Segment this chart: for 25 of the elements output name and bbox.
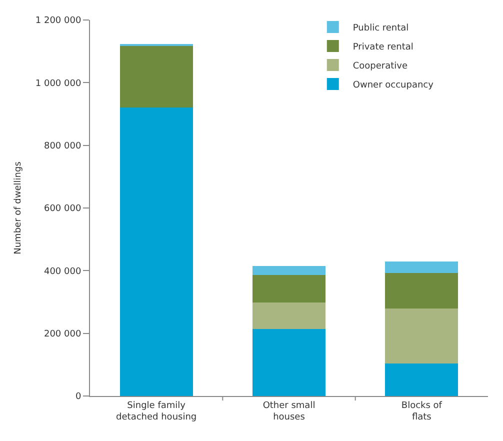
bar — [385, 261, 458, 273]
bar — [120, 46, 193, 108]
bar — [385, 272, 458, 308]
x-tick-label: Other small houses — [262, 400, 316, 422]
y-tick-label: 600 000 — [44, 204, 82, 214]
bar — [385, 363, 458, 396]
y-tick-label: 0 — [75, 392, 82, 402]
x-tick-label: Single family detached housing — [116, 400, 197, 422]
legend-label: Cooperative — [352, 61, 408, 72]
y-tick-label: 200 000 — [44, 329, 82, 340]
y-axis-title: Number of dwellings — [14, 161, 24, 254]
legend-label: Private rental — [352, 42, 414, 52]
y-tick-label: 1 200 000 — [35, 16, 82, 26]
legend-label: Public rental — [352, 23, 409, 34]
bar — [385, 308, 458, 364]
bar — [252, 266, 326, 276]
bar — [252, 328, 326, 396]
bar — [252, 302, 326, 329]
x-tick-label: Blocks of flats — [401, 400, 443, 422]
y-tick-label: 400 000 — [44, 266, 82, 277]
bar — [252, 275, 326, 303]
y-tick-label: 1 000 000 — [35, 78, 82, 89]
bar — [120, 108, 193, 396]
y-tick-label: 800 000 — [44, 141, 82, 152]
legend-label: Owner occupancy — [352, 80, 434, 90]
